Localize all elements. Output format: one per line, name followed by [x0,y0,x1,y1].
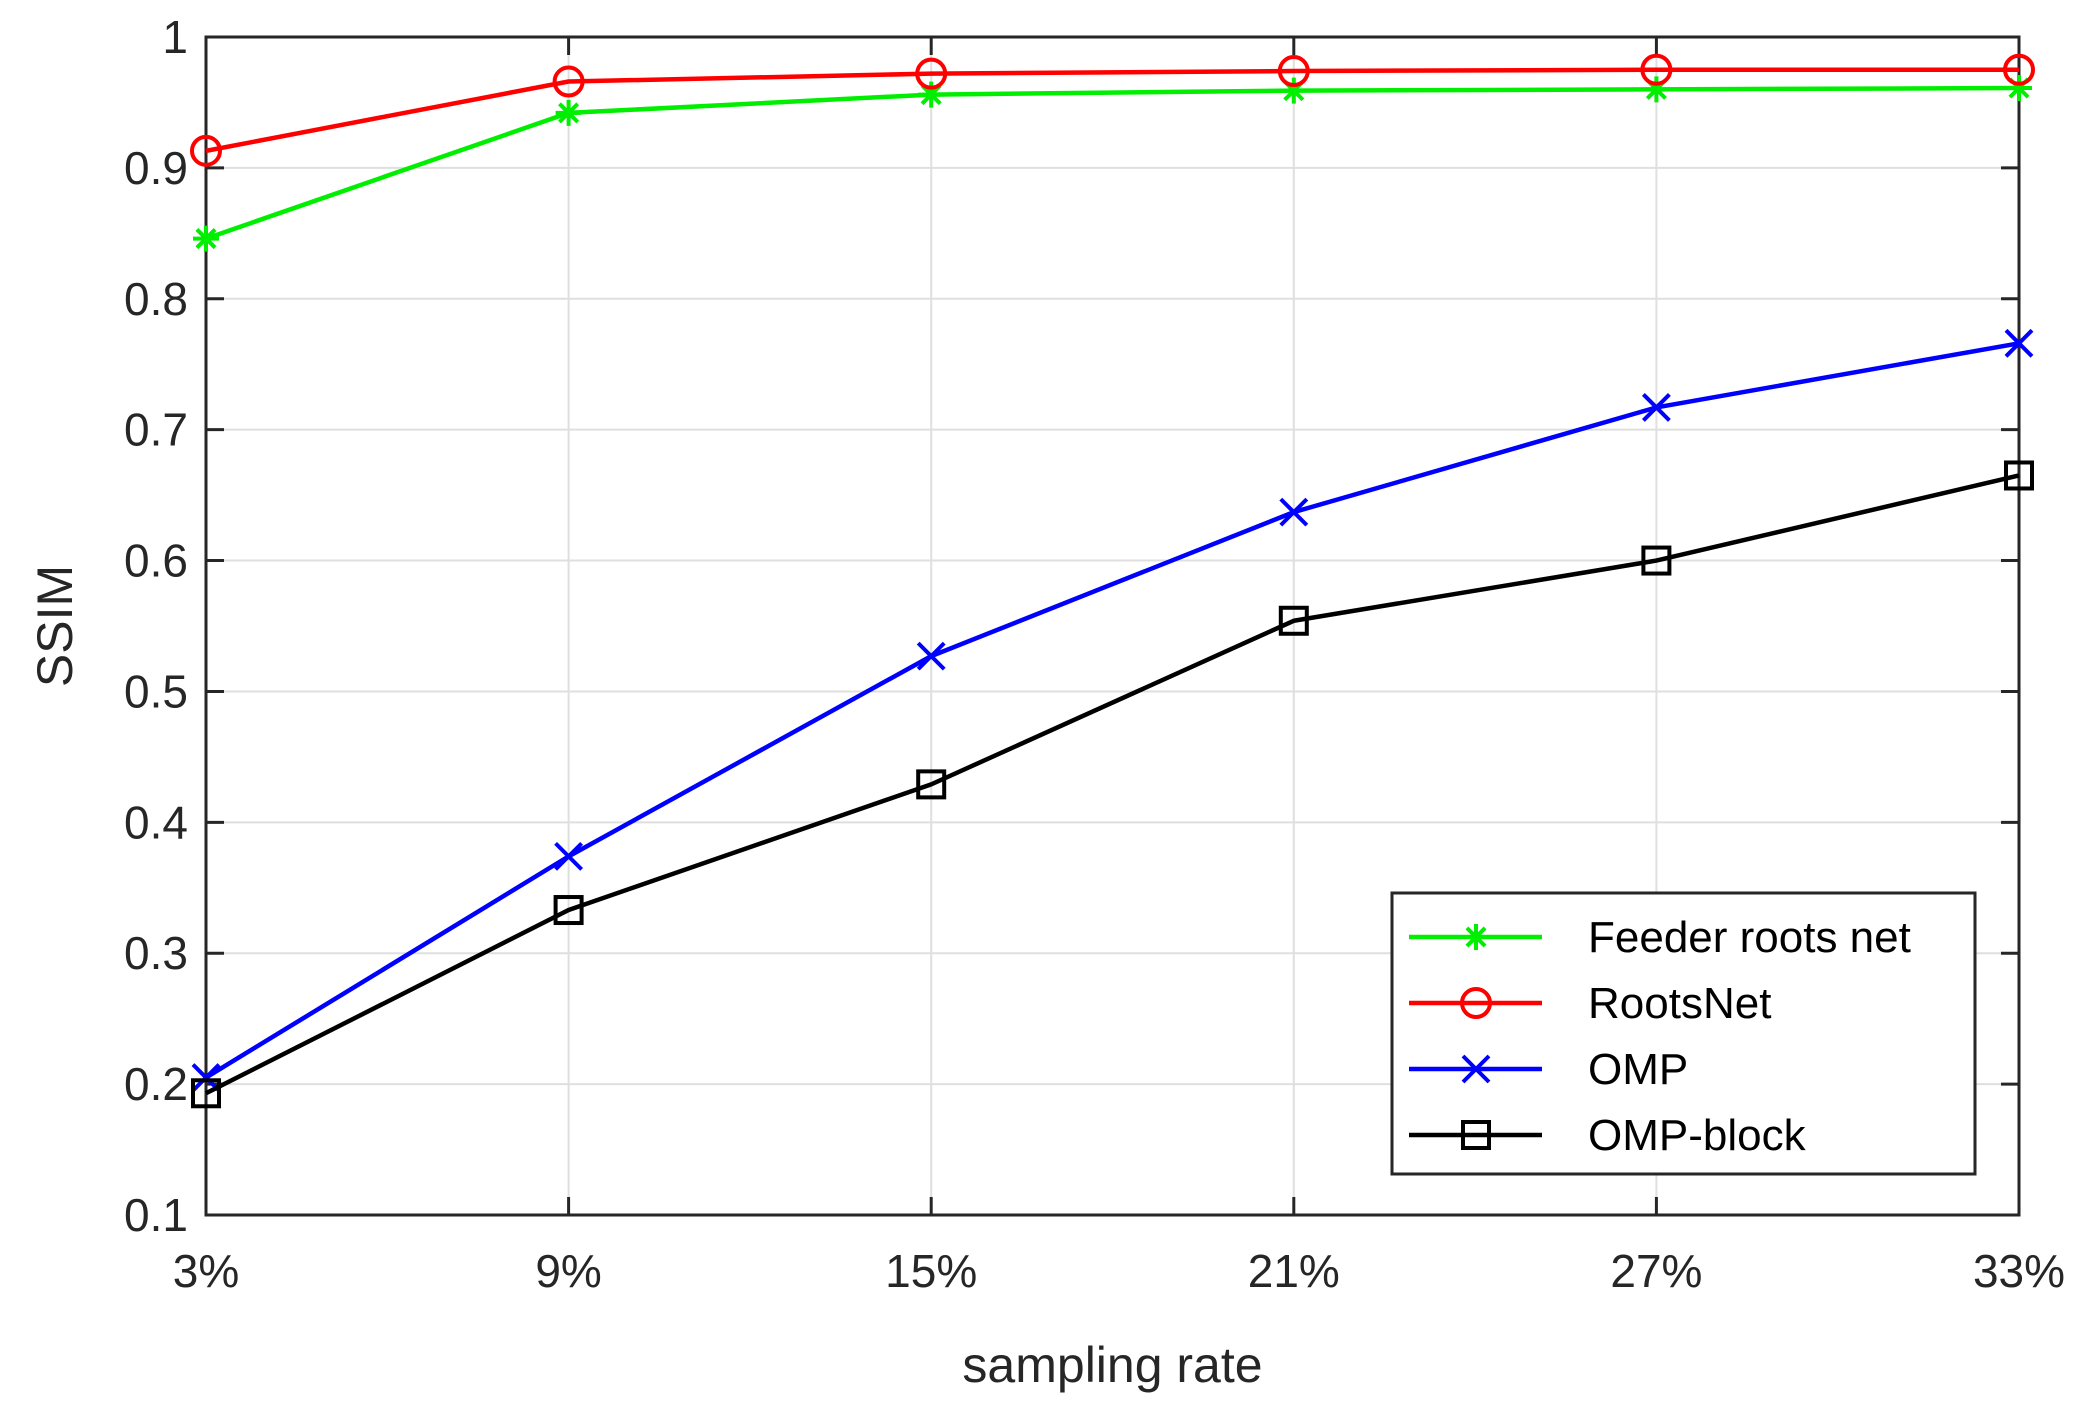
x-marker [191,1063,221,1092]
axis-ticks: 3% 9% 15% 21% 27% 33% 0.1 0.2 0.3 0.4 0.5 0.6 0.7 0.8… [124,11,2065,1297]
circle-marker [1640,53,1673,86]
legend-label: Feeder roots net [1588,913,1911,962]
asterisk-marker [1643,76,1670,103]
x-marker [554,841,584,871]
x-marker [1461,1054,1491,1084]
y-tick-label: 0.3 [124,927,188,979]
square-marker [2004,460,2034,491]
y-tick-label: 0.4 [124,796,188,848]
legend-entry-omp: OMP [1409,1045,1688,1094]
asterisk-marker [555,99,582,126]
y-tick-label: 0.9 [124,142,188,194]
asterisk-marker [918,81,945,108]
legend-entry-omp-block: OMP-block [1409,1111,1807,1160]
y-tick-label: 0.5 [124,665,188,717]
x-tick-label: 9% [535,1245,601,1297]
circle-marker [1277,55,1310,88]
square-marker [553,895,584,926]
square-marker [1461,1120,1491,1150]
circle-marker [190,134,222,167]
y-axis-title: SSIM [27,565,83,687]
series-rootsnet [190,53,2035,167]
legend-entry-rootsnet: RootsNet [1409,979,1771,1028]
legend-label: RootsNet [1588,979,1771,1028]
y-tick-label: 0.1 [124,1189,188,1241]
legend-label: OMP [1588,1045,1688,1094]
y-tick-label: 1 [162,11,188,63]
legend-label: OMP-block [1588,1111,1807,1160]
x-tick-label: 33% [1973,1245,2065,1297]
x-marker [1279,497,1309,527]
series-group [190,53,2035,1109]
circle-marker [2003,53,2035,86]
circle-marker [915,57,948,90]
series-omp [191,328,2034,1092]
x-marker [2004,328,2034,358]
circle-marker [1460,987,1492,1019]
x-marker [1641,393,1671,422]
series-line [205,85,2020,241]
x-tick-label: 21% [1248,1245,1340,1297]
y-tick-label: 0.8 [124,273,188,325]
legend: Feeder roots net RootsNet OMP OMP-block [1390,891,1977,1176]
series-line [204,473,2020,1096]
series-omp-block [191,460,2034,1109]
x-tick-label: 15% [885,1245,977,1297]
x-tick-label: 27% [1610,1245,1702,1297]
series-line [204,341,2020,1080]
y-tick-label: 0.2 [124,1058,188,1110]
plot-frame [204,35,2021,1217]
asterisk-marker [1280,77,1307,104]
series-line [205,67,2019,154]
asterisk-marker [193,225,219,252]
asterisk-marker [1463,924,1489,950]
circle-marker [552,65,585,98]
square-marker [191,1078,221,1109]
grid-lines [206,37,2019,1215]
square-marker [1641,545,1672,576]
x-axis-title: sampling rate [962,1337,1262,1393]
square-marker [916,769,947,800]
x-tick-label: 3% [173,1245,239,1297]
series-feeder-roots-net [193,75,2032,252]
y-tick-label: 0.6 [124,535,188,587]
y-tick-label: 0.7 [124,404,188,456]
square-marker [1278,605,1309,636]
x-marker [916,641,946,671]
asterisk-marker [2006,75,2032,102]
legend-entry-feeder-roots-net: Feeder roots net [1409,913,1911,962]
